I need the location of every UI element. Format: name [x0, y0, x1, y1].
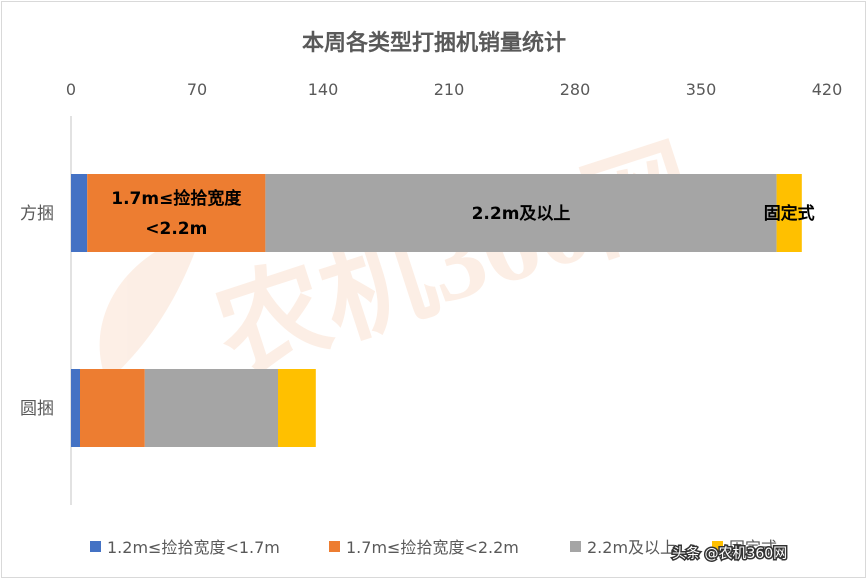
bar-segment: [144, 369, 278, 447]
watermark-text: 头条 @农机360网: [672, 545, 787, 562]
data-label: 1.7m≤捡拾宽度: [111, 188, 242, 209]
bar-segment: [80, 369, 145, 447]
x-tick-label: 280: [560, 80, 591, 99]
legend-swatch: [90, 541, 101, 552]
legend-swatch: [329, 541, 340, 552]
legend-swatch: [570, 541, 581, 552]
x-tick-label: 0: [66, 80, 76, 99]
x-tick-label: 420: [812, 80, 843, 99]
bar-series: [71, 174, 802, 447]
legend-label: 1.2m≤捡拾宽度<1.7m: [107, 538, 280, 557]
legend-label: 1.7m≤捡拾宽度<2.2m: [346, 538, 519, 557]
x-tick-label: 140: [308, 80, 339, 99]
bar-segment: [776, 174, 802, 252]
data-label: <2.2m: [145, 219, 207, 239]
x-tick-label: 350: [686, 80, 717, 99]
legend-swatch: [712, 541, 723, 552]
legend: 1.2m≤捡拾宽度<1.7m 1.7m≤捡拾宽度<2.2m 2.2m及以上 固定式: [90, 538, 777, 557]
legend-label: 2.2m及以上: [587, 538, 676, 557]
category-label: 圆捆: [20, 399, 54, 419]
background-watermark: 农机360网: [99, 126, 710, 395]
x-tick-label: 70: [187, 80, 207, 99]
bar-segment: [265, 174, 777, 252]
bar-segment: [71, 369, 80, 447]
bar-segment: [87, 174, 266, 252]
x-tick-label: 210: [434, 80, 465, 99]
chart-title: 本周各类型打捆机销量统计: [302, 30, 566, 56]
data-label: 2.2m及以上: [472, 204, 571, 224]
bar-segment: [71, 174, 88, 252]
bar-segment: [278, 369, 316, 447]
data-labels: 1.7m≤捡拾宽度 <2.2m 2.2m及以上 固定式: [111, 188, 814, 239]
background-watermark-text: 农机360网: [202, 126, 710, 395]
x-axis-ticks: 0 70 140 210 280 350 420: [66, 80, 842, 99]
legend-label: 固定式: [729, 538, 777, 557]
category-label: 方捆: [20, 204, 54, 224]
data-label: 固定式: [764, 203, 815, 224]
